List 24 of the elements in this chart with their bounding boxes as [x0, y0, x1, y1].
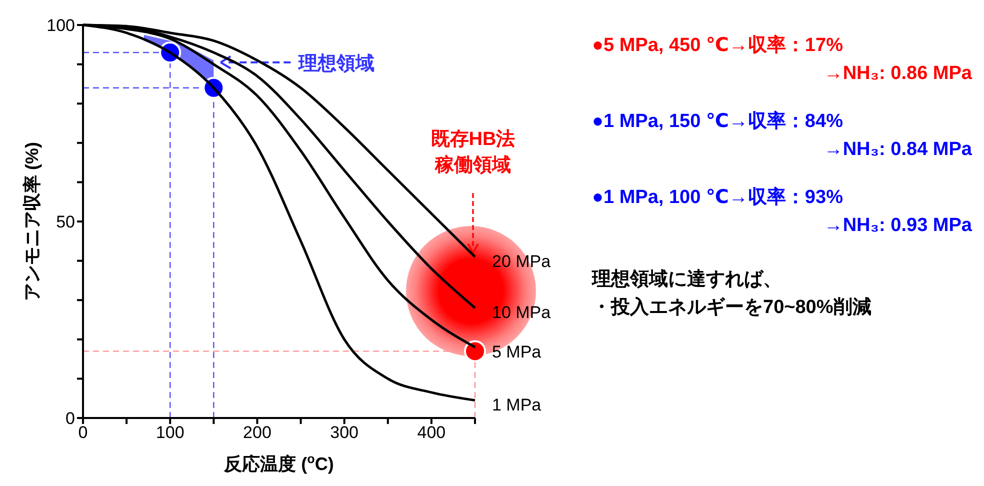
series-label: 1 MPa	[492, 395, 542, 414]
x-tick-label: 0	[78, 423, 88, 442]
text: ・投入エネルギーを70~80%削減	[592, 296, 872, 320]
text: →NH₃: 0.86 MPa	[822, 62, 972, 86]
x-tick-label: 300	[330, 423, 359, 442]
y-axis-title: アンモニア収率 (%)	[22, 142, 42, 301]
x-tick-label: 100	[156, 423, 184, 442]
y-tick-label: 100	[46, 16, 75, 36]
x-tick-label: 200	[243, 423, 272, 442]
text: 理想領域に達すれば、	[592, 268, 783, 292]
text: ●1 MPa, 100 ℃→収率：93%	[592, 186, 844, 210]
x-axis-title: 反応温度 ($^{o}$C)	[223, 452, 334, 474]
series-label: 5 MPa	[492, 342, 542, 362]
text: →NH₃: 0.93 MPa	[822, 214, 972, 238]
series-label: 20 MPa	[492, 252, 552, 271]
annotation: 既存HB法稼働領域	[430, 128, 516, 176]
series-label: 10 MPa	[492, 302, 552, 322]
y-tick-label: 0	[66, 409, 75, 428]
y-tick-label: 50	[56, 212, 75, 232]
annotation: 理想領域	[298, 52, 375, 74]
text: ●5 MPa, 450 ℃→収率：17%	[592, 34, 844, 58]
text: ●1 MPa, 150 ℃→収率：84%	[592, 110, 844, 134]
x-tick-label: 400	[417, 423, 446, 442]
text: →NH₃: 0.84 MPa	[822, 138, 972, 162]
